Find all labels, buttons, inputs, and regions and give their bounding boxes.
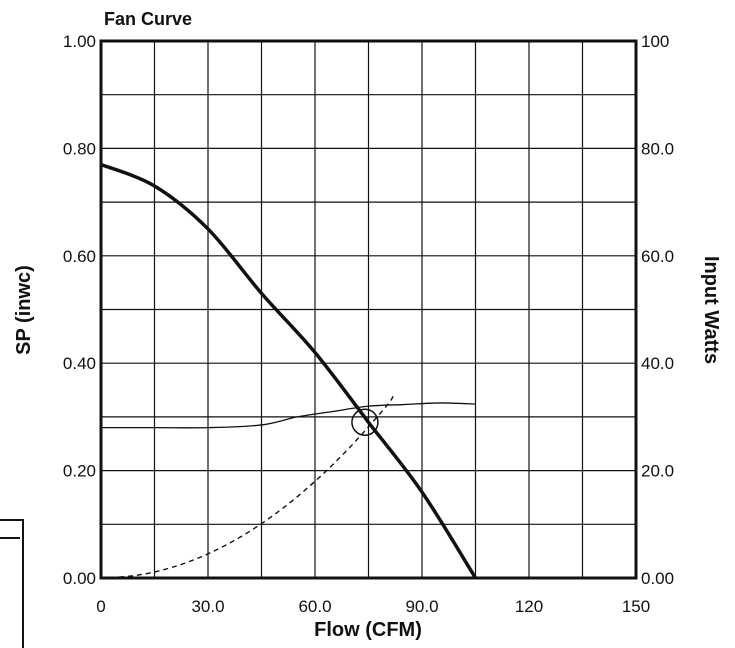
sp-curve-line [100, 162, 477, 579]
y2-tick-label: 40.0 [641, 354, 674, 373]
y2-tick-label: 100 [641, 32, 669, 51]
x-tick-label: 30.0 [191, 597, 224, 616]
series-layer [100, 162, 477, 579]
grid [101, 41, 636, 578]
y2-tick-label: 20.0 [641, 462, 674, 481]
y-tick-label: 0.80 [63, 139, 96, 158]
y2-axis-title: Input Watts [700, 256, 722, 364]
y-tick-label: 0.00 [63, 569, 96, 588]
x-tick-label: 0 [96, 597, 105, 616]
y-tick-label: 0.40 [63, 354, 96, 373]
left-edge-fragment-rule [0, 537, 20, 539]
plot-frame [99, 39, 638, 580]
y-tick-label: 0.60 [63, 247, 96, 266]
x-axis-title: Flow (CFM) [314, 619, 422, 641]
system-curve-line [100, 395, 395, 579]
x-tick-label: 150 [622, 597, 650, 616]
x-tick-label: 90.0 [405, 597, 438, 616]
y-tick-label: 1.00 [63, 32, 96, 51]
left-edge-fragment [0, 519, 24, 648]
y2-tick-label: 60.0 [641, 247, 674, 266]
y2-tick-label: 0.00 [641, 569, 674, 588]
tick-labels: 0 30.0 60.0 90.0 120 150 0.00 0.00 0.20 20.0 0.40 4… [63, 32, 674, 616]
operating-point-marker [351, 408, 379, 437]
x-tick-label: 60.0 [298, 597, 331, 616]
x-tick-label: 120 [515, 597, 543, 616]
y-axis-title: SP (inwc) [13, 265, 35, 355]
watts-curve-line [100, 402, 476, 429]
y2-tick-label: 80.0 [641, 139, 674, 158]
y-tick-label: 0.20 [63, 462, 96, 481]
chart-title: Fan Curve [104, 9, 192, 29]
